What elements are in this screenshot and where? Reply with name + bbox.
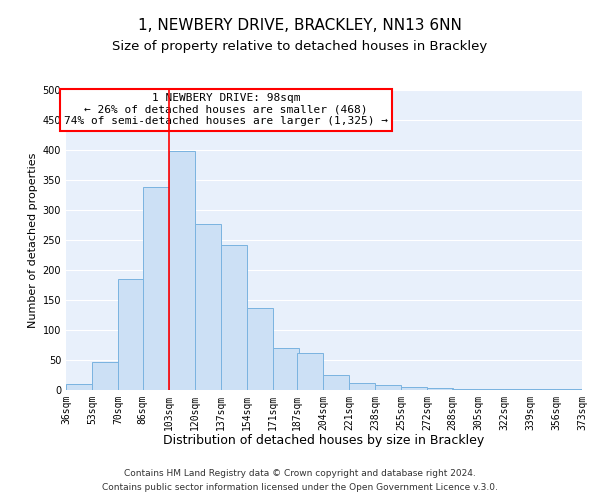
Bar [92,362,118,390]
Text: 1 NEWBERY DRIVE: 98sqm
← 26% of detached houses are smaller (468)
74% of semi-de: 1 NEWBERY DRIVE: 98sqm ← 26% of detached… [64,93,388,126]
Bar [247,308,273,390]
Bar [221,245,247,390]
Text: Size of property relative to detached houses in Brackley: Size of property relative to detached ho… [112,40,488,53]
Bar [66,384,92,390]
Bar [273,348,299,390]
Bar [427,388,454,390]
Bar [401,387,427,390]
X-axis label: Distribution of detached houses by size in Brackley: Distribution of detached houses by size … [163,434,485,448]
Bar [323,375,349,390]
Text: Contains HM Land Registry data © Crown copyright and database right 2024.: Contains HM Land Registry data © Crown c… [124,468,476,477]
Bar [375,384,401,390]
Bar [297,353,323,390]
Y-axis label: Number of detached properties: Number of detached properties [28,152,38,328]
Bar [143,187,169,390]
Bar [194,224,221,390]
Bar [169,151,194,390]
Text: 1, NEWBERY DRIVE, BRACKLEY, NN13 6NN: 1, NEWBERY DRIVE, BRACKLEY, NN13 6NN [138,18,462,32]
Bar [118,279,144,390]
Text: Contains public sector information licensed under the Open Government Licence v.: Contains public sector information licen… [102,484,498,492]
Bar [349,383,375,390]
